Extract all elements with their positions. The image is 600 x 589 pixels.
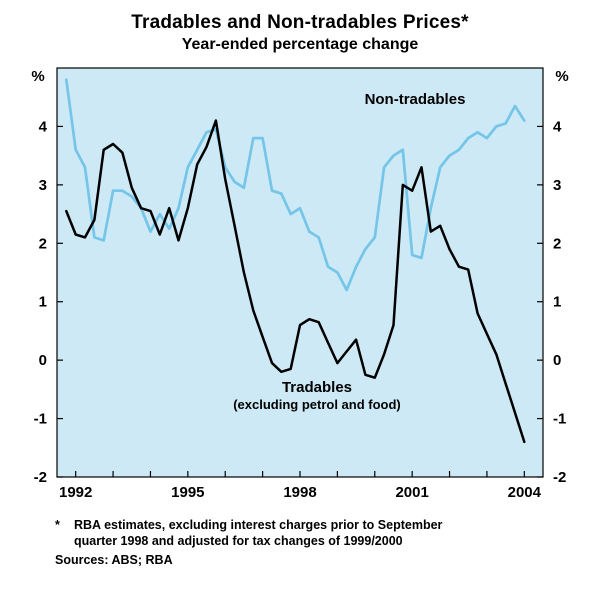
tick-label: 4: [553, 118, 562, 135]
tick-label: 1998: [283, 484, 316, 501]
tick-label: 2004: [508, 484, 542, 501]
chart-title: Tradables and Non-tradables Prices*: [131, 12, 469, 33]
footnote-marker: *: [55, 518, 60, 532]
tick-label: 2001: [395, 484, 428, 501]
non-tradables-series-label: Non-tradables: [365, 91, 466, 108]
chart-canvas: % % -2 -2 -1 -1 0 0 1 1 2 2 3 3 4 4 1992 1995 1998 2001 20…: [31, 67, 569, 501]
tradables-series-sublabel: (excluding petrol and food): [233, 397, 401, 412]
tick-label: -1: [34, 411, 47, 428]
tradables-series-label: Tradables: [282, 379, 352, 396]
axis-tick-labels: -2 -2 -1 -1 0 0 1 1 2 2 3 3 4 4 1992 1995 1998 2001 2004: [34, 118, 567, 501]
tick-label: 2: [553, 235, 561, 252]
footnote-line1: RBA estimates, excluding interest charge…: [74, 518, 443, 532]
footnote-text: RBA estimates, excluding interest charge…: [74, 517, 442, 550]
y-axis-unit-left: %: [31, 68, 44, 85]
tick-label: 1995: [171, 484, 204, 501]
plot-area: [56, 67, 544, 478]
series-lines: [64, 78, 526, 444]
tick-label: 3: [39, 177, 47, 194]
tick-label: 4: [39, 118, 48, 135]
tick-label: 3: [553, 177, 561, 194]
footnote-sources: Sources: ABS; RBA: [55, 552, 173, 567]
tick-label: -2: [553, 469, 566, 486]
tick-label: 1: [39, 294, 47, 311]
chart-subtitle: Year-ended percentage change: [181, 36, 419, 53]
tick-label: 1992: [59, 484, 92, 501]
tick-label: -1: [553, 411, 566, 428]
tick-label: -2: [34, 469, 47, 486]
tick-label: 0: [553, 352, 561, 369]
footnote-block: * RBA estimates, excluding interest char…: [55, 517, 560, 568]
series-line-tradables: [65, 119, 526, 444]
tick-label: 0: [39, 352, 47, 369]
footnote-line2: quarter 1998 and adjusted for tax change…: [74, 534, 403, 549]
y-axis-unit-right: %: [555, 68, 568, 85]
series-line-non-tradables: [64, 78, 526, 292]
axis-ticks: [57, 125, 543, 478]
tick-label: 1: [553, 294, 561, 311]
tick-label: 2: [39, 235, 47, 252]
